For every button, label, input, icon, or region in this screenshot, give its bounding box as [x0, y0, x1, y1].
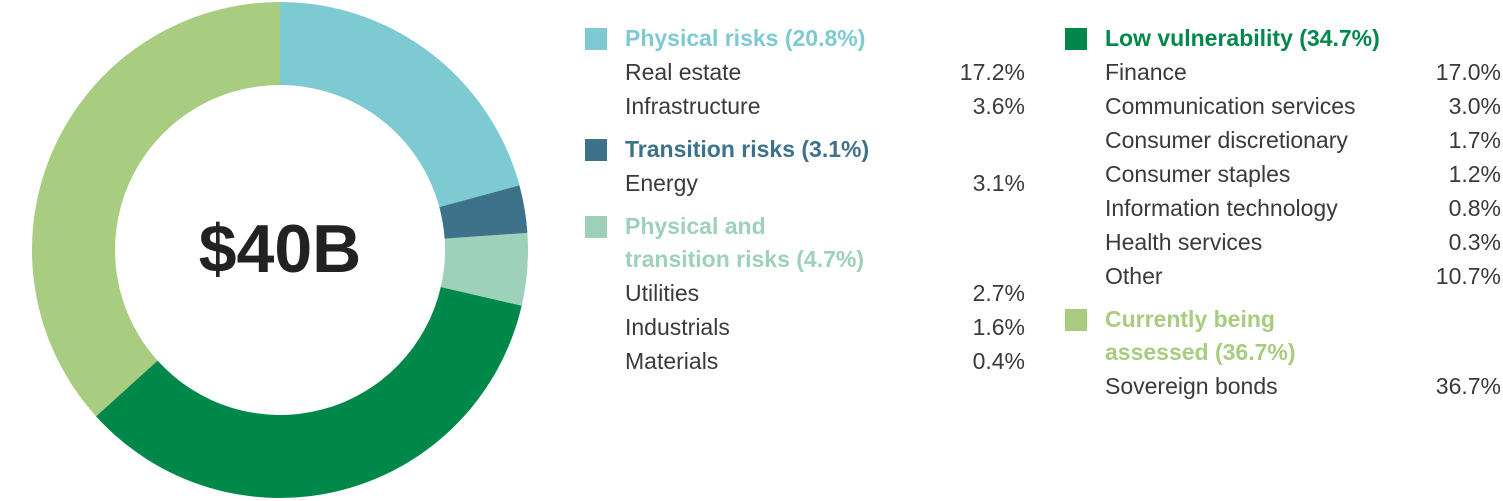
legend-heading: Transition risks (3.1%) — [585, 133, 1025, 166]
breakdown-value: 1.6% — [972, 314, 1025, 340]
legend-heading: Physical risks (20.8%) — [585, 22, 1025, 55]
breakdown-name: Energy — [625, 170, 698, 196]
breakdown-name: Industrials — [625, 314, 730, 340]
breakdown-name: Other — [1105, 263, 1163, 289]
breakdown-value: 1.7% — [1448, 127, 1501, 153]
breakdown-value: 17.2% — [959, 59, 1025, 85]
breakdown-row: Information technology 0.8% — [1065, 191, 1501, 225]
breakdown-value: 3.6% — [972, 93, 1025, 119]
legend-swatch — [585, 28, 607, 50]
legend-label: Physical risks (20.8%) — [625, 25, 866, 51]
breakdown-row: Infrastructure 3.6% — [585, 89, 1025, 123]
donut-segment — [32, 2, 281, 417]
breakdown-row: Real estate 17.2% — [585, 55, 1025, 89]
breakdown-value: 2.7% — [972, 280, 1025, 306]
legend-group: Low vulnerability (34.7%) Finance 17.0% Com… — [1065, 22, 1501, 293]
breakdown-name: Utilities — [625, 280, 700, 306]
legend-swatch — [585, 139, 607, 161]
breakdown-row: Communication services 3.0% — [1065, 89, 1501, 123]
breakdown-row: Consumer staples 1.2% — [1065, 157, 1501, 191]
breakdown-name: Communication services — [1105, 93, 1356, 119]
breakdown-row: Industrials 1.6% — [585, 310, 1025, 344]
donut-segment — [439, 185, 528, 239]
breakdown-name: Sovereign bonds — [1105, 373, 1278, 399]
legend-label: Currently being assessed (36.7%) — [1105, 306, 1296, 365]
breakdown-name: Consumer staples — [1105, 161, 1291, 187]
legend-group: Currently being assessed (36.7%) Sovereign… — [1065, 303, 1501, 403]
breakdown-row: Sovereign bonds 36.7% — [1065, 369, 1501, 403]
legend-swatch — [1065, 309, 1087, 331]
breakdown-row: Finance 17.0% — [1065, 55, 1501, 89]
breakdown-row: Other 10.7% — [1065, 259, 1501, 293]
legend-column: Physical risks (20.8%) Real estate 17.2% In… — [585, 22, 1025, 388]
legend-heading: Currently being assessed (36.7%) — [1065, 303, 1501, 369]
breakdown-name: Information technology — [1105, 195, 1338, 221]
breakdown-value: 0.3% — [1448, 229, 1501, 255]
donut-segment — [96, 287, 522, 498]
breakdown-name: Real estate — [625, 59, 742, 85]
donut-segment — [280, 2, 520, 207]
breakdown-row: Health services 0.3% — [1065, 225, 1501, 259]
breakdown-value: 3.0% — [1448, 93, 1501, 119]
breakdown-row: Consumer discretionary 1.7% — [1065, 123, 1501, 157]
legend-group: Transition risks (3.1%) Energy 3.1% — [585, 133, 1025, 200]
breakdown-row: Materials 0.4% — [585, 344, 1025, 378]
breakdown-value: 0.8% — [1448, 195, 1501, 221]
legend-heading: Physical and transition risks (4.7%) — [585, 210, 1025, 276]
legend-heading: Low vulnerability (34.7%) — [1065, 22, 1501, 55]
legend-swatch — [585, 216, 607, 238]
legend-group: Physical risks (20.8%) Real estate 17.2% In… — [585, 22, 1025, 123]
legend-column: Low vulnerability (34.7%) Finance 17.0% Com… — [1065, 22, 1501, 413]
legend-label: Physical and transition risks (4.7%) — [625, 213, 865, 272]
center-label: $40B — [199, 211, 362, 287]
donut-segment — [440, 232, 528, 306]
legend-group: Physical and transition risks (4.7%) Utili… — [585, 210, 1025, 378]
breakdown-name: Health services — [1105, 229, 1263, 255]
breakdown-value: 10.7% — [1435, 263, 1501, 289]
legend-label: Low vulnerability (34.7%) — [1105, 25, 1380, 51]
breakdown-name: Infrastructure — [625, 93, 761, 119]
breakdown-name: Consumer discretionary — [1105, 127, 1348, 153]
breakdown-value: 3.1% — [972, 170, 1025, 196]
breakdown-row: Energy 3.1% — [585, 166, 1025, 200]
breakdown-name: Finance — [1105, 59, 1187, 85]
legend-label: Transition risks (3.1%) — [625, 136, 870, 162]
breakdown-name: Materials — [625, 348, 719, 374]
breakdown-row: Utilities 2.7% — [585, 276, 1025, 310]
legend-swatch — [1065, 28, 1087, 50]
breakdown-value: 36.7% — [1435, 373, 1501, 399]
breakdown-value: 1.2% — [1448, 161, 1501, 187]
donut-chart: $40B — [32, 2, 528, 498]
breakdown-value: 17.0% — [1435, 59, 1501, 85]
breakdown-value: 0.4% — [972, 348, 1025, 374]
